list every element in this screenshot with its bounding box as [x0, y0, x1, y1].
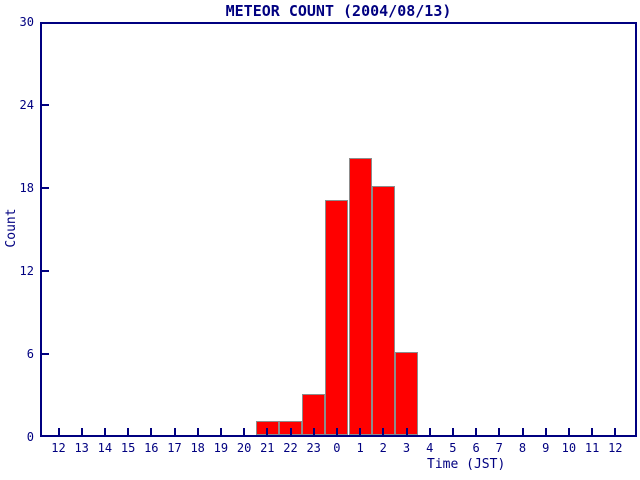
- x-tick: [57, 428, 60, 435]
- x-tick-label: 10: [561, 441, 577, 455]
- bar-hour-0: [325, 199, 349, 435]
- x-tick-label: 12: [608, 441, 623, 455]
- x-tick: [405, 428, 408, 435]
- x-tick: [428, 428, 431, 435]
- x-tick-label: 17: [167, 441, 182, 455]
- y-tick: [42, 270, 49, 272]
- x-tick: [359, 428, 362, 435]
- x-tick-label: 21: [260, 441, 275, 455]
- plot-area: [40, 22, 637, 437]
- x-tick-label: 9: [542, 441, 550, 455]
- x-tick-label: 3: [402, 441, 411, 455]
- x-tick-label: 22: [283, 441, 298, 455]
- x-tick-label: 19: [213, 441, 229, 455]
- x-tick: [567, 428, 570, 435]
- bar-hour-2: [371, 186, 395, 435]
- x-tick: [591, 428, 594, 435]
- y-tick: [42, 187, 49, 189]
- x-tick: [335, 428, 338, 435]
- x-tick: [475, 428, 478, 435]
- x-tick: [196, 428, 199, 435]
- y-axis-label: Count: [4, 208, 19, 248]
- x-tick: [382, 428, 385, 435]
- x-tick-label: 4: [426, 441, 434, 455]
- y-tick-label: 30: [19, 15, 34, 29]
- x-tick-label: 1: [356, 441, 364, 455]
- x-tick: [243, 428, 246, 435]
- x-tick-label: 14: [97, 441, 113, 455]
- x-axis-label: Time (JST): [427, 457, 506, 472]
- y-tick-label: 24: [19, 98, 34, 112]
- x-tick-label: 0: [333, 441, 341, 455]
- x-tick-label: 2: [379, 441, 387, 455]
- x-tick-label: 7: [495, 441, 503, 455]
- bar-hour-1: [348, 158, 372, 435]
- y-tick-label: 12: [19, 264, 34, 278]
- x-tick-label: 18: [190, 441, 205, 455]
- y-tick: [42, 353, 49, 355]
- x-tick: [173, 428, 176, 435]
- x-tick-label: 13: [74, 441, 89, 455]
- x-tick-label: 6: [472, 441, 480, 455]
- x-tick: [544, 428, 547, 435]
- x-tick: [80, 428, 83, 435]
- x-tick-label: 15: [120, 441, 136, 455]
- y-tick: [42, 104, 49, 106]
- x-tick: [451, 428, 454, 435]
- x-tick-label: 5: [449, 441, 457, 455]
- y-tick-label: 0: [26, 430, 34, 444]
- y-tick-label: 18: [19, 181, 34, 195]
- x-tick: [521, 428, 524, 435]
- x-tick: [103, 428, 106, 435]
- x-tick-label: 8: [518, 441, 527, 455]
- x-tick: [614, 428, 617, 435]
- x-tick: [150, 428, 153, 435]
- x-tick-label: 11: [584, 441, 600, 455]
- x-tick: [266, 428, 269, 435]
- x-tick-label: 12: [51, 441, 66, 455]
- x-tick: [219, 428, 222, 435]
- bar-hour-3: [394, 352, 419, 435]
- y-tick-label: 6: [26, 347, 34, 361]
- x-tick: [312, 428, 315, 435]
- x-tick-label: 16: [144, 441, 159, 455]
- x-tick-label: 20: [236, 441, 252, 455]
- chart-title: METEOR COUNT (2004/08/13): [225, 2, 452, 20]
- x-tick: [289, 428, 292, 435]
- x-tick: [498, 428, 501, 435]
- x-tick: [127, 428, 130, 435]
- x-tick-label: 23: [306, 441, 321, 455]
